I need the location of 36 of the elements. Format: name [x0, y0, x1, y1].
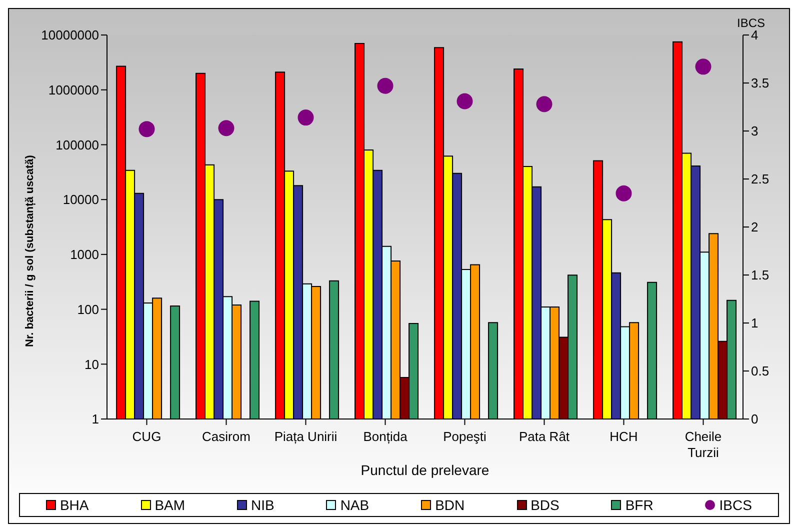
- y2-tick-label: 4: [751, 28, 758, 43]
- y2-tick-label: 3.5: [751, 76, 770, 91]
- x-tick-label: HCH: [610, 429, 638, 444]
- y2-tick-label: 0: [751, 412, 758, 427]
- legend-label: NIB: [251, 497, 274, 513]
- y2-tick-label: 2: [751, 220, 758, 235]
- x-tick-label: Piața Unirii: [274, 429, 338, 444]
- y2-axis-title: IBCS: [736, 16, 766, 30]
- x-tick-label: Pata Rât: [518, 429, 570, 444]
- legend-label: NAB: [340, 497, 370, 513]
- y2-tick-label: 3: [751, 124, 758, 139]
- x-axis-title: Punctul de prelevare: [360, 462, 490, 478]
- legend-label: BAM: [154, 497, 186, 513]
- x-tick-label: Casirom: [202, 429, 250, 444]
- y-tick-label: 10: [84, 356, 99, 372]
- y-tick-label: 1000000: [48, 82, 99, 98]
- legend-label: BHA: [60, 497, 89, 513]
- y-tick-label: 100000: [56, 137, 99, 152]
- x-tick-label: Cheile Turzii: [684, 429, 722, 460]
- x-tick-label: Bonțida: [363, 429, 408, 444]
- y2-tick-label: 2.5: [751, 172, 770, 187]
- y2-tick-label: 0.5: [751, 364, 770, 379]
- y-tick-label: 10000: [62, 192, 99, 208]
- y-axis-title: Nr. bacterii / g sol (substanță uscată): [24, 154, 36, 347]
- legend-label: BDN: [435, 497, 465, 513]
- legend-label: IBCS: [719, 497, 752, 513]
- y-tick-label: 1: [92, 412, 99, 427]
- x-tick-label: CUG: [132, 429, 162, 444]
- x-tick-label: Popeşti: [443, 429, 487, 444]
- y-tick-label: 100: [77, 302, 99, 317]
- y-tick-label: 10000000: [41, 28, 99, 43]
- legend-label: BDS: [530, 497, 560, 513]
- y2-tick-label: 1.5: [751, 268, 770, 283]
- y-tick-label: 1000: [70, 247, 99, 262]
- legend-label: BFR: [625, 497, 654, 513]
- y2-tick-label: 1: [751, 316, 758, 331]
